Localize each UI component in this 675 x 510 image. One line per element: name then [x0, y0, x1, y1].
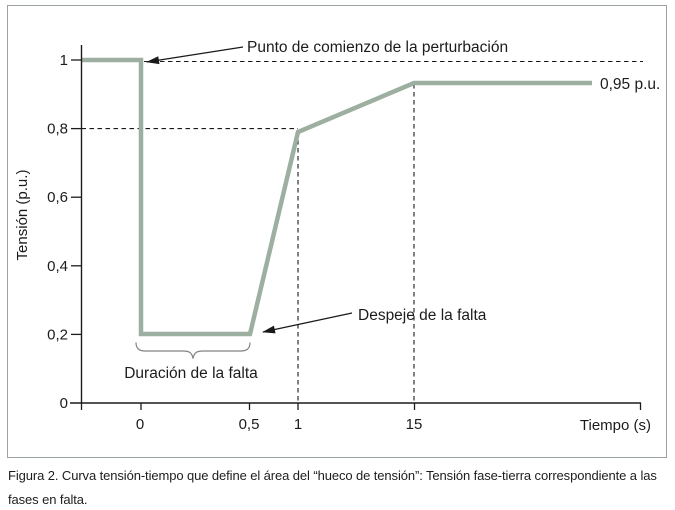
annotation-fault-duration: Duración de la falta [124, 365, 258, 382]
annotation-start-disturbance: Punto de comienzo de la perturbación [247, 39, 508, 56]
fault-clearing-arrow-icon [262, 312, 353, 334]
figure-caption: Figura 2. Curva tensión-tiempo que defin… [8, 468, 657, 508]
y-ticks [71, 59, 81, 336]
voltage-curve [82, 57, 592, 337]
voltage-time-chart: 1 0,8 0,6 0,4 0,2 0 0 0,5 1 15 Tiempo (s… [7, 5, 667, 458]
y-axis-label: Tensión (p.u.) [14, 170, 31, 261]
y-tick-label: 1 [60, 52, 68, 69]
y-tick-label: 0,6 [47, 189, 68, 206]
x-tick-label: 1 [294, 416, 302, 433]
duration-brace-icon [135, 342, 251, 359]
x-tick-label: 15 [406, 416, 423, 433]
x-tick-label: 0,5 [239, 416, 260, 433]
y-tick-label: 0,8 [47, 121, 68, 138]
x-tick-label: 0 [136, 416, 144, 433]
annotation-fault-clearing: Despeje de la falta [358, 307, 487, 324]
annotation-recovery-level: 0,95 p.u. [600, 76, 660, 93]
chart-frame [7, 5, 667, 458]
x-axis-label: Tiempo (s) [580, 417, 651, 434]
y-tick-label: 0,4 [47, 258, 68, 275]
start-disturbance-arrow-icon [146, 46, 244, 65]
x-ticks [80, 403, 642, 410]
y-tick-label: 0 [60, 395, 68, 412]
y-tick-label: 0,2 [47, 326, 68, 343]
